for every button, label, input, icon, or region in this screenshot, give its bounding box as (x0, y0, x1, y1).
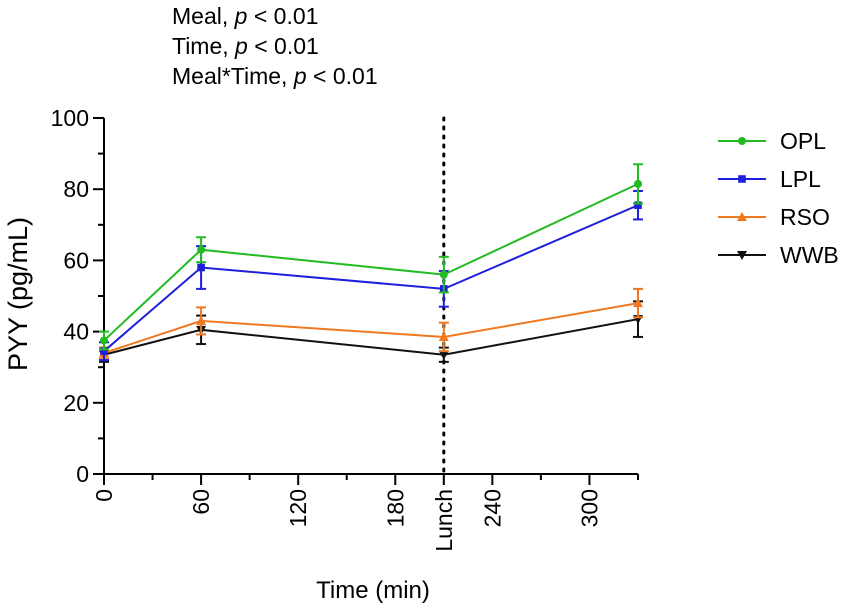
legend-marker-rso (737, 212, 747, 221)
y-axis-title: PYY (pg/mL) (3, 217, 33, 371)
annotation-meal-time-value: < 0.01 (306, 63, 378, 89)
y-tick-label: 80 (63, 176, 89, 202)
x-axis-title: Time (min) (316, 577, 430, 604)
x-tick-label: 300 (576, 489, 602, 527)
x-tick-label: Lunch (431, 489, 457, 552)
annotation-meal-p: p (234, 3, 248, 29)
data-point-rso (196, 315, 207, 325)
data-point-rso (438, 331, 449, 341)
data-point-opl (439, 270, 448, 279)
annotation-time-value: < 0.01 (247, 33, 319, 59)
data-point-lpl (100, 347, 108, 355)
legend-label-lpl: LPL (780, 166, 821, 192)
series-line-wwb (103, 318, 639, 356)
legend-label-wwb: WWB (780, 242, 839, 268)
series-line-opl (103, 182, 639, 342)
annotation-meal-time: Meal*Time, p < 0.01 (172, 61, 378, 91)
legend-marker-wwb (737, 251, 747, 260)
data-point-lpl (197, 263, 205, 272)
data-point-opl (634, 179, 642, 188)
legend-label-opl: OPL (780, 128, 826, 154)
x-tick-label: 120 (285, 489, 311, 527)
data-point-opl (100, 336, 108, 345)
y-tick-label: 100 (51, 105, 89, 131)
y-tick-label: 20 (63, 390, 89, 416)
data-point-wwb (438, 350, 449, 360)
x-tick-label: 0 (91, 489, 117, 502)
y-tick-label: 40 (63, 319, 89, 345)
data-point-rso (633, 298, 643, 308)
data-point-opl (197, 245, 206, 254)
annotation-time-p: p (235, 33, 248, 59)
legend-marker-opl (738, 137, 746, 145)
annotation-meal-label: Meal, (172, 3, 235, 29)
annotation-meal-time-p: p (293, 63, 307, 89)
series-line-rso (103, 302, 639, 354)
legend-marker-lpl (738, 175, 746, 183)
x-tick-label: 180 (382, 489, 408, 527)
y-tick-label: 60 (63, 247, 89, 273)
legend-label-rso: RSO (780, 204, 830, 230)
annotation-meal-time-label: Meal*Time, (172, 63, 294, 89)
x-tick-label: 240 (479, 489, 505, 527)
y-tick-label: 0 (76, 461, 89, 487)
annotation-time: Time, p < 0.01 (172, 31, 319, 61)
annotation-meal: Meal, p < 0.01 (172, 1, 318, 31)
annotation-meal-value: < 0.01 (247, 3, 319, 29)
data-point-lpl (634, 201, 642, 210)
annotation-time-label: Time, (172, 33, 236, 59)
x-tick-label: 60 (188, 489, 214, 515)
series-line-lpl (103, 204, 639, 352)
